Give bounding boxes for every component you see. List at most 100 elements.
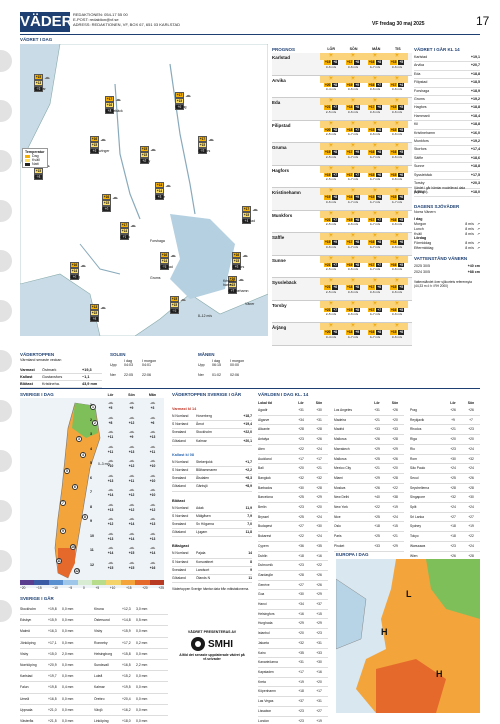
prognos-wind: 3–6 m/s: [347, 222, 359, 226]
col-label: Sön: [315, 401, 323, 405]
weather-icon: ☁: [128, 559, 135, 566]
city-name: Berlin: [258, 505, 267, 510]
weather-icon: ☁: [128, 516, 135, 522]
prognos-temps: +20 +8: [320, 127, 342, 132]
toppen-value: 43,9 mm: [82, 382, 98, 386]
city-temp: +28: [316, 485, 322, 490]
temp-evening: +15: [140, 152, 149, 158]
sverige-temp: +10: [149, 464, 156, 468]
sverige-temp: +16: [149, 565, 156, 570]
smhi-link-text[interactable]: Alltid det senaste uppdaterade vädret på…: [179, 653, 245, 661]
varlden-row: Bali +20 +21: [258, 464, 328, 474]
toppen-station: Östmark: [42, 368, 57, 372]
prognos-night-temp: +7: [376, 217, 383, 222]
varmland14-row: Hagfors +18,8: [414, 104, 480, 113]
prognos-day-temp: +16: [345, 195, 354, 200]
map-city-marker: +16 +14 +5 ☁ Karlstad: [160, 252, 176, 270]
temp-scale-bar: [20, 580, 165, 585]
prognos-night-temp: +6: [398, 195, 405, 200]
city-temp: +20: [298, 466, 304, 471]
prognos-day-temp: +16: [389, 262, 398, 267]
prognos-day-temp: +19: [345, 262, 354, 267]
sverige-temp: +13: [128, 449, 135, 454]
station-name: Säffle: [414, 155, 424, 160]
value: +2,2: [245, 468, 252, 473]
city-temp: +28: [450, 485, 456, 490]
city-precip: 0,0 mm: [136, 674, 148, 679]
temp-evening: +15: [198, 142, 207, 148]
city-temp: +15,2: [122, 674, 131, 679]
col-label: Sön: [391, 401, 399, 405]
varlden-row: Lissabon +23 +27: [258, 707, 328, 717]
station: Ljugarn: [196, 530, 208, 535]
toppen-sv-heading: Blötast: [172, 498, 185, 503]
map-city-marker: +16 +14 +6 ☁ Årjäng: [70, 262, 86, 280]
varlden-row: Moskva +26 +22: [334, 484, 404, 494]
page-tab: [0, 150, 12, 172]
varlden-row: London +23 +19: [258, 717, 328, 724]
weather-icon: ☁: [180, 297, 186, 303]
temp-stack: +16 +14 +6: [70, 262, 79, 280]
prognos-day-temp: +19: [345, 217, 354, 222]
prognos-day-temp: +19: [323, 172, 332, 177]
weather-icon: ☀: [320, 278, 342, 285]
city-precip: 0,0 mm: [62, 707, 74, 712]
station-temp: +18,8: [470, 164, 480, 169]
temp-night: +6: [70, 274, 79, 280]
weather-icon: ☁: [149, 501, 156, 508]
temp-evening: +15: [90, 310, 99, 316]
toppen-row: Kallast Gustavsfors −1,1: [20, 374, 102, 381]
city-temp: +24: [468, 543, 474, 548]
city-precip: 0,0 mm: [136, 696, 148, 701]
prognos-day-temp: +20: [323, 82, 332, 87]
prognos-temps: +19 +8: [320, 195, 342, 200]
scale-label: −10: [52, 586, 58, 590]
weather-icon: ☁: [107, 414, 114, 421]
varlden-row: Los Angeles +31 +26: [334, 406, 404, 416]
prognos-temps: +19 +8: [342, 217, 364, 222]
city-temp: +29: [392, 543, 398, 548]
prognos-city: Karlstad: [272, 55, 291, 60]
city-temp: +15,0: [48, 651, 57, 656]
city-temp: +37: [316, 602, 322, 607]
weather-icon: ☁: [149, 429, 156, 435]
toppen-sv-row: N Norrland Adak 11,9: [172, 505, 252, 513]
city-temp: +18: [298, 689, 304, 694]
station: Kalmar: [196, 438, 207, 443]
prognos-cell: ☀ +19 +9 3–6 m/s: [342, 75, 364, 98]
toppen-sv-row: Götaland Ljugarn 11,8: [172, 529, 252, 538]
prognos-day-temp: +18: [345, 127, 354, 132]
prognos-wind: 4–7 m/s: [369, 334, 381, 339]
sverige-cell: ☁ +13: [142, 531, 163, 542]
page-tab: [0, 350, 12, 372]
scale-label: +10: [109, 586, 116, 590]
city-temp: +29: [374, 446, 380, 451]
station-name: Kil: [414, 122, 418, 127]
prognos-day-temp: +15: [389, 60, 398, 65]
station-temp: +17,4: [470, 147, 480, 152]
varlden-row: Köpenhamn +18 +17: [258, 687, 328, 698]
station: Åmot: [196, 422, 204, 427]
prognos-temps: +17 +7: [364, 307, 386, 312]
weather-icon: ☁: [149, 530, 156, 537]
sverige-temp: +15: [128, 565, 135, 570]
prognos-row: Sysslebäck ☀ +21 +6 2–5 m/s ☀ +18 +8 3–6 m/s ☀ +17…: [272, 278, 412, 301]
city-precip: 0,0 mm: [62, 629, 74, 634]
prognos-wind: 3–6 m/s: [369, 109, 381, 114]
city-name: New York: [334, 505, 348, 510]
city-temp: +29: [374, 475, 380, 480]
prognos-night-temp: +5: [398, 262, 405, 267]
temp-night: +6: [90, 148, 99, 154]
sjovader-wind: 8 m/s ↗: [465, 241, 480, 246]
prognos-temps: +16 +5: [386, 307, 408, 312]
igar-row: Falun +19,8 0,4 mm Kalmar +19,5 0,0 mm: [20, 682, 168, 694]
varlden-col3: Lör Sön Prag +26 +26 Reykjavik +9 +7 Rhodos +21 +2…: [410, 400, 480, 562]
sjovader-sub: Norra Vänern: [414, 210, 436, 214]
city-temp: +20: [392, 466, 398, 471]
city-temp: +29: [316, 621, 322, 626]
prognos-table: Karlstad ☀ +19 +8 3–6 m/s ☀ +17 +8 3–6 m/s ☀ +16 +8…: [272, 53, 412, 346]
prognos-night-temp: +7: [332, 105, 339, 110]
region-number: 3: [90, 432, 92, 437]
station: Mälgåsen: [196, 513, 211, 518]
station: Sv Högarna: [196, 522, 214, 527]
